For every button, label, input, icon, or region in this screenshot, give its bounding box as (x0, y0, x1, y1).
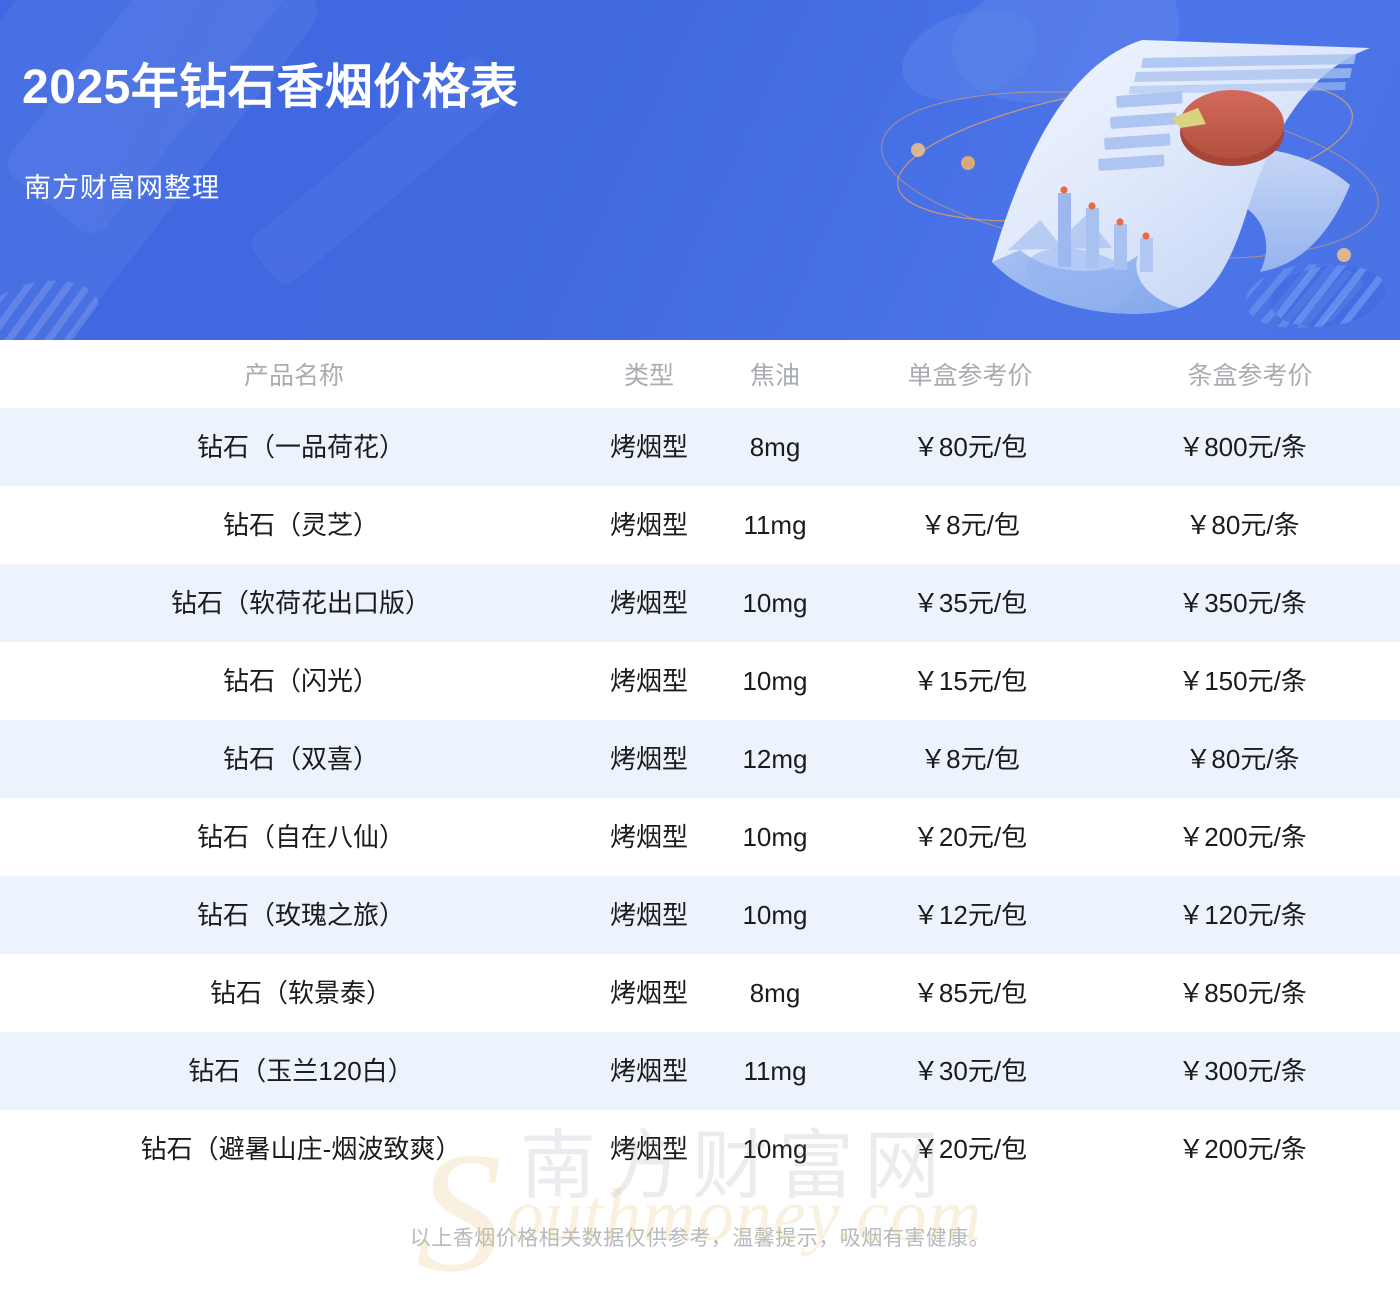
cell-carton-price: ￥200元/条 (1100, 1110, 1400, 1188)
cell-product-name: 钻石（玫瑰之旅） (0, 876, 588, 954)
report-paper-illustration (880, 0, 1400, 340)
cell-pack-price: ￥85元/包 (840, 954, 1100, 1032)
cell-type: 烤烟型 (588, 1032, 710, 1110)
cell-type: 烤烟型 (588, 408, 710, 486)
cell-carton-price: ￥200元/条 (1100, 798, 1400, 876)
cell-product-name: 钻石（自在八仙） (0, 798, 588, 876)
table-row: 钻石（避暑山庄-烟波致爽） 烤烟型 10mg ￥20元/包 ￥200元/条 (0, 1110, 1400, 1188)
table-row: 钻石（自在八仙） 烤烟型 10mg ￥20元/包 ￥200元/条 (0, 798, 1400, 876)
cell-product-name: 钻石（软荷花出口版） (0, 564, 588, 642)
table-row: 钻石（软景泰） 烤烟型 8mg ￥85元/包 ￥850元/条 (0, 954, 1400, 1032)
cell-tar: 8mg (710, 954, 840, 1032)
table-header-row: 产品名称 类型 焦油 单盒参考价 条盒参考价 (0, 340, 1400, 408)
cell-product-name: 钻石（一品荷花） (0, 408, 588, 486)
cell-carton-price: ￥80元/条 (1100, 720, 1400, 798)
disclaimer-note: 以上香烟价格相关数据仅供参考，温馨提示，吸烟有害健康。 (409, 1227, 991, 1250)
cell-product-name: 钻石（玉兰120白） (0, 1032, 588, 1110)
column-header-pack-price: 单盒参考价 (840, 340, 1100, 408)
cell-pack-price: ￥20元/包 (840, 1110, 1100, 1188)
cell-pack-price: ￥15元/包 (840, 642, 1100, 720)
cell-carton-price: ￥150元/条 (1100, 642, 1400, 720)
table-row: 钻石（一品荷花） 烤烟型 8mg ￥80元/包 ￥800元/条 (0, 408, 1400, 486)
table-header: 产品名称 类型 焦油 单盒参考价 条盒参考价 (0, 340, 1400, 408)
cell-product-name: 钻石（避暑山庄-烟波致爽） (0, 1110, 588, 1188)
cell-type: 烤烟型 (588, 486, 710, 564)
cell-type: 烤烟型 (588, 798, 710, 876)
cell-carton-price: ￥300元/条 (1100, 1032, 1400, 1110)
cell-carton-price: ￥80元/条 (1100, 486, 1400, 564)
cell-product-name: 钻石（双喜） (0, 720, 588, 798)
table-row: 钻石（玉兰120白） 烤烟型 11mg ￥30元/包 ￥300元/条 (0, 1032, 1400, 1110)
price-table-section: 南方财富网 Southmoney.com 产品名称 类型 焦油 单盒参考价 条盒… (0, 340, 1400, 1299)
cell-tar: 12mg (710, 720, 840, 798)
cigarette-price-table: 产品名称 类型 焦油 单盒参考价 条盒参考价 钻石（一品荷花） 烤烟型 8mg … (0, 340, 1400, 1188)
cell-tar: 10mg (710, 564, 840, 642)
column-header-carton-price: 条盒参考价 (1100, 340, 1400, 408)
table-body: 钻石（一品荷花） 烤烟型 8mg ￥80元/包 ￥800元/条 钻石（灵芝） 烤… (0, 408, 1400, 1188)
cell-tar: 10mg (710, 876, 840, 954)
cell-product-name: 钻石（软景泰） (0, 954, 588, 1032)
cell-tar: 8mg (710, 408, 840, 486)
page-title: 2025年钻石香烟价格表 (22, 61, 519, 114)
column-header-product-name: 产品名称 (0, 340, 588, 408)
cell-carton-price: ￥120元/条 (1100, 876, 1400, 954)
cell-product-name: 钻石（灵芝） (0, 486, 588, 564)
table-row: 钻石（双喜） 烤烟型 12mg ￥8元/包 ￥80元/条 (0, 720, 1400, 798)
page-banner: 2025年钻石香烟价格表 南方财富网整理 (0, 0, 1400, 340)
cell-pack-price: ￥80元/包 (840, 408, 1100, 486)
cell-carton-price: ￥850元/条 (1100, 954, 1400, 1032)
cell-tar: 10mg (710, 1110, 840, 1188)
table-row: 钻石（闪光） 烤烟型 10mg ￥15元/包 ￥150元/条 (0, 642, 1400, 720)
cell-tar: 11mg (710, 1032, 840, 1110)
cell-type: 烤烟型 (588, 642, 710, 720)
cell-type: 烤烟型 (588, 564, 710, 642)
cell-pack-price: ￥8元/包 (840, 486, 1100, 564)
table-row: 钻石（玫瑰之旅） 烤烟型 10mg ￥12元/包 ￥120元/条 (0, 876, 1400, 954)
cell-tar: 10mg (710, 798, 840, 876)
cell-pack-price: ￥30元/包 (840, 1032, 1100, 1110)
cell-pack-price: ￥12元/包 (840, 876, 1100, 954)
cell-type: 烤烟型 (588, 1110, 710, 1188)
table-row: 钻石（软荷花出口版） 烤烟型 10mg ￥35元/包 ￥350元/条 (0, 564, 1400, 642)
cell-product-name: 钻石（闪光） (0, 642, 588, 720)
cell-carton-price: ￥350元/条 (1100, 564, 1400, 642)
cell-pack-price: ￥20元/包 (840, 798, 1100, 876)
cell-type: 烤烟型 (588, 876, 710, 954)
cell-tar: 11mg (710, 486, 840, 564)
cell-pack-price: ￥35元/包 (840, 564, 1100, 642)
table-row: 钻石（灵芝） 烤烟型 11mg ￥8元/包 ￥80元/条 (0, 486, 1400, 564)
cell-carton-price: ￥800元/条 (1100, 408, 1400, 486)
column-header-tar: 焦油 (710, 340, 840, 408)
cell-pack-price: ￥8元/包 (840, 720, 1100, 798)
cell-type: 烤烟型 (588, 954, 710, 1032)
cell-type: 烤烟型 (588, 720, 710, 798)
page-subtitle: 南方财富网整理 (24, 173, 220, 203)
column-header-type: 类型 (588, 340, 710, 408)
cell-tar: 10mg (710, 642, 840, 720)
